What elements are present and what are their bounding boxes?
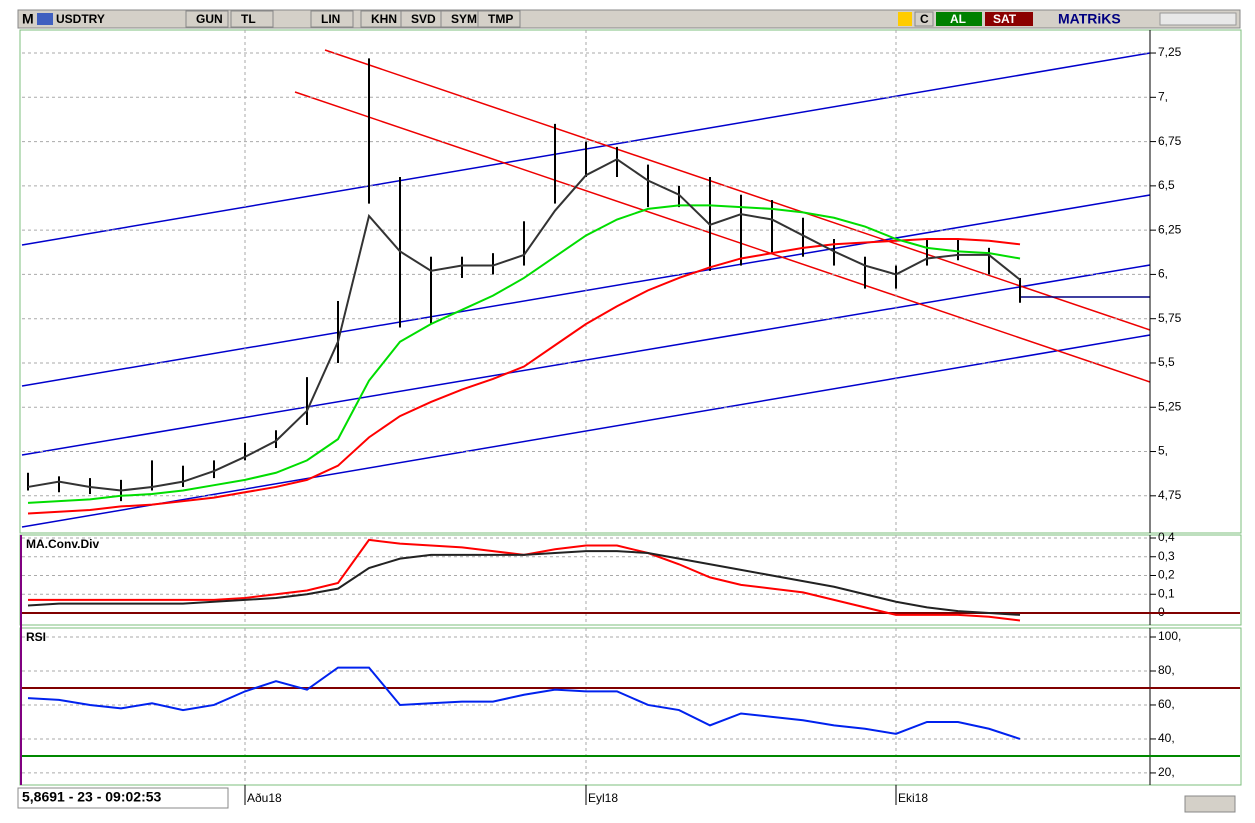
buy-button[interactable] <box>936 12 982 26</box>
buy-label: AL <box>950 12 966 26</box>
toolbar-button[interactable] <box>230 10 274 28</box>
y-tick-label: 5,75 <box>1158 311 1182 325</box>
toolbar-button-label: KHN <box>371 12 397 26</box>
series-line <box>27 666 1021 740</box>
c-button[interactable] <box>914 11 934 27</box>
nav-buttons[interactable] <box>1184 795 1236 813</box>
toolbar-button-label: TL <box>241 12 256 26</box>
toolbar-button-label: SYM <box>451 12 477 26</box>
y-tick-label: 4,75 <box>1158 488 1182 502</box>
window-controls[interactable] <box>1159 12 1237 26</box>
flag-icon <box>37 13 53 25</box>
y-tick-label: 100, <box>1158 629 1181 643</box>
toolbar-button-label: GUN <box>196 12 223 26</box>
x-tick-label: Eyl18 <box>588 791 618 805</box>
symbol[interactable]: USDTRY <box>56 12 105 26</box>
x-tick-label: Aðu18 <box>247 791 282 805</box>
sell-button[interactable] <box>985 12 1033 26</box>
c-label: C <box>920 12 929 26</box>
y-tick-label: 0,4 <box>1158 530 1175 544</box>
status-box <box>17 787 229 809</box>
toolbar-button[interactable] <box>310 10 354 28</box>
y-tick-label: 7, <box>1158 89 1168 103</box>
lightning-button[interactable] <box>898 12 912 26</box>
y-tick-label: 80, <box>1158 663 1175 677</box>
trend-line <box>294 91 1151 383</box>
y-tick-label: 0,2 <box>1158 568 1175 582</box>
series-line <box>27 158 1021 492</box>
toolbar-button[interactable] <box>477 10 521 28</box>
brand: MATRiKS <box>1058 11 1121 27</box>
y-tick-label: 6, <box>1158 267 1168 281</box>
y-tick-label: 5,25 <box>1158 399 1182 413</box>
status: 5,8691 - 23 - 09:02:53 <box>22 789 162 805</box>
y-tick-label: 0,1 <box>1158 586 1175 600</box>
y-tick-label: 7,25 <box>1158 45 1182 59</box>
y-tick-label: 40, <box>1158 731 1175 745</box>
price-panel <box>19 29 1242 534</box>
y-tick-label: 6,75 <box>1158 134 1182 148</box>
y-tick-label: 60, <box>1158 697 1175 711</box>
series-line <box>27 550 1021 616</box>
panel-title: MA.Conv.Div <box>26 537 99 551</box>
sell-label: SAT <box>993 12 1017 26</box>
panel-title: RSI <box>26 630 46 644</box>
y-tick-label: 5, <box>1158 444 1168 458</box>
series-line <box>27 237 1021 515</box>
y-tick-label: 6,25 <box>1158 222 1182 236</box>
toolbar-button-label: SVD <box>411 12 436 26</box>
trend-line <box>21 334 1151 528</box>
x-tick-label: Eki18 <box>898 791 928 805</box>
y-tick-label: 0,3 <box>1158 549 1175 563</box>
y-tick-label: 6,5 <box>1158 178 1175 192</box>
logo: M <box>22 11 34 27</box>
toolbar-button-label: LIN <box>321 12 340 26</box>
toolbar-button-label: TMP <box>488 12 513 26</box>
trend-line <box>324 49 1151 331</box>
series-line <box>27 204 1021 504</box>
y-tick-label: 20, <box>1158 765 1175 779</box>
y-tick-label: 5,5 <box>1158 355 1175 369</box>
toolbar-button[interactable] <box>185 10 229 28</box>
